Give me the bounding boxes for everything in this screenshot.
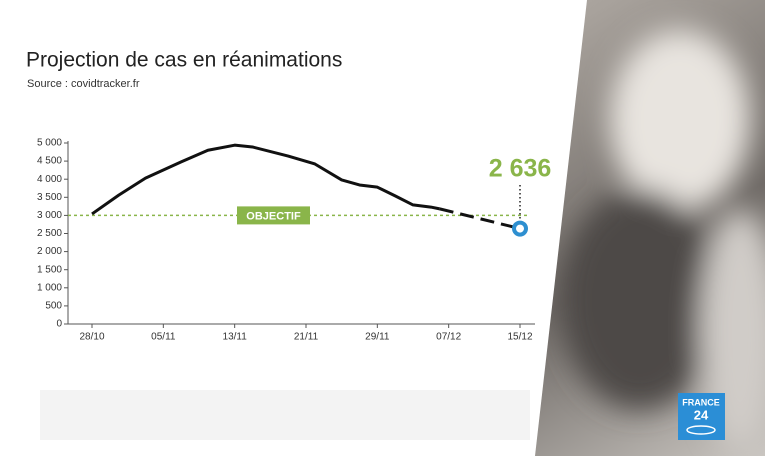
y-tick-label: 2 500 <box>37 228 62 239</box>
y-tick-label: 1 000 <box>37 282 62 293</box>
point <box>512 220 528 237</box>
x-tick-label: 21/11 <box>294 332 319 343</box>
x-tick-label: 28/10 <box>79 332 104 343</box>
y-tick-label: 5 000 <box>37 138 62 149</box>
y-tick-label: 4 500 <box>37 156 62 167</box>
x-tick-label: 05/11 <box>151 332 176 343</box>
x-tick-label: 13/11 <box>223 332 248 343</box>
chart-subtitle: Source : covidtracker.fr <box>27 78 140 90</box>
line <box>439 207 521 231</box>
x-tick-label: 15/12 <box>507 332 532 343</box>
plot: 0 500 1 000 1 500 2 000 2 500 3 000 3 500 4 000 4… <box>37 138 551 343</box>
target-label: OBJECTIF <box>246 210 301 222</box>
y-tick-label: 3 500 <box>37 192 62 203</box>
y-tick-label: 3 000 <box>37 210 62 221</box>
y-tick-label: 2 000 <box>37 246 62 257</box>
y-tick-label: 1 500 <box>37 264 62 275</box>
line <box>91 143 441 216</box>
logo-text: FRANCE <box>682 397 720 407</box>
blurred-scene <box>560 30 765 450</box>
x-tick-label: 29/11 <box>365 332 390 343</box>
y-tick-label: 500 <box>45 301 62 312</box>
panel <box>0 0 587 456</box>
y-tick-label: 4 000 <box>37 174 62 185</box>
logo-box <box>678 393 725 440</box>
logo: FRANCE 24 <box>678 393 725 440</box>
value-label: 2 636 <box>489 155 552 183</box>
chart-title: Projection de cas en réanimations <box>26 49 342 72</box>
lower-band <box>40 390 530 440</box>
target-label-box <box>237 206 310 225</box>
y-tick-label: 0 <box>56 319 62 330</box>
logo-text: 24 <box>694 407 709 422</box>
x-tick-label: 07/12 <box>436 332 461 343</box>
